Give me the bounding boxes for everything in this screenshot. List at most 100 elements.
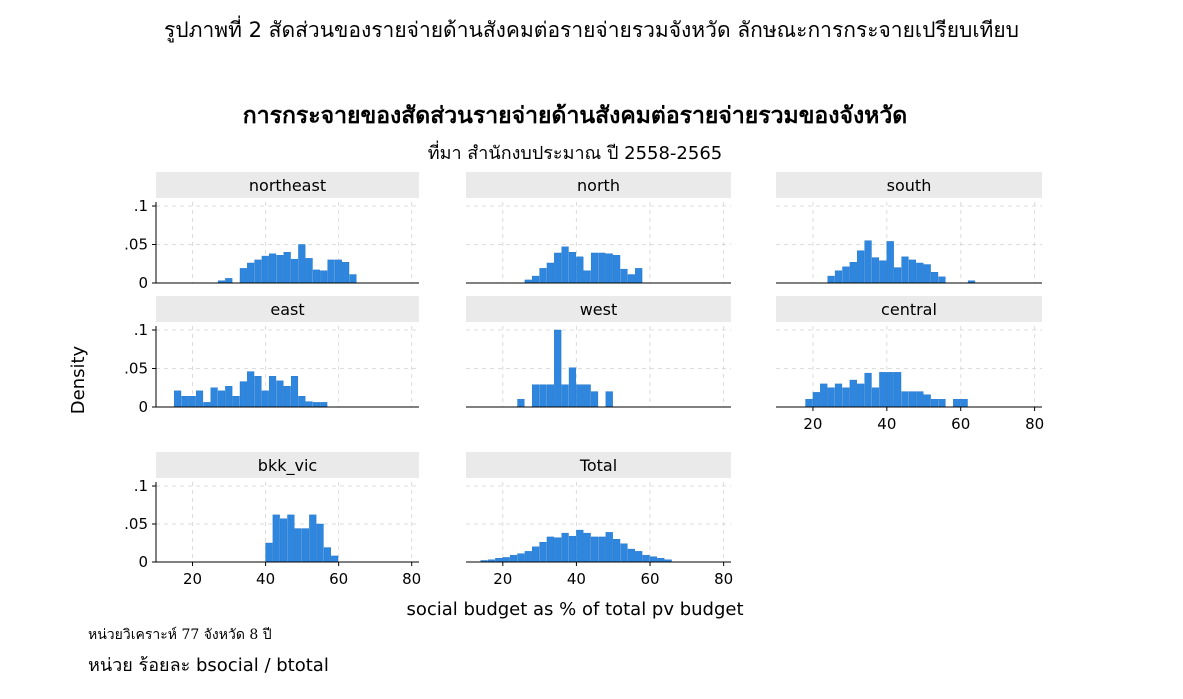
histogram-bar <box>539 384 547 408</box>
panel-label: bkk_vic <box>258 456 317 476</box>
histogram-bar <box>287 514 295 563</box>
y-tick-label: .05 <box>124 360 148 378</box>
histogram-bar <box>561 246 569 284</box>
histogram-bar <box>901 256 909 284</box>
histogram-bar <box>871 257 880 284</box>
histogram-bar <box>305 258 313 284</box>
histogram-bar <box>864 372 872 408</box>
histogram-bar <box>598 252 606 284</box>
y-tick-label: .1 <box>134 477 148 495</box>
histogram-bar <box>188 396 196 408</box>
x-tick-label: 80 <box>714 570 733 588</box>
histogram-bar <box>309 514 317 563</box>
histogram-bar <box>894 372 902 408</box>
histogram-bar <box>930 399 939 408</box>
histogram-bar <box>509 554 518 563</box>
histogram-bar <box>930 272 939 284</box>
histogram-bar <box>554 329 562 408</box>
panel-strip <box>466 452 731 478</box>
histogram-bar <box>886 372 894 408</box>
histogram-bar <box>342 262 350 284</box>
histogram-bar <box>901 391 909 408</box>
histogram-bar <box>261 390 269 408</box>
histogram-bar <box>627 548 635 563</box>
histogram-bar <box>546 536 554 563</box>
histogram-bar <box>495 558 503 563</box>
histogram-bar <box>857 250 865 284</box>
histogram-bar <box>279 518 288 563</box>
panel-strip <box>156 452 419 478</box>
histogram-bar <box>879 260 887 284</box>
histogram-bar <box>561 384 569 408</box>
histogram-bar <box>225 278 233 284</box>
histogram-bar <box>305 401 313 408</box>
histogram-bar <box>916 391 924 408</box>
histogram-bar <box>349 274 357 284</box>
x-tick-label: 20 <box>803 415 822 433</box>
histogram-bar <box>283 251 291 284</box>
histogram-bar <box>908 391 916 408</box>
histogram-bar <box>657 558 665 563</box>
histogram-bar <box>590 252 599 284</box>
histogram-bar <box>864 240 872 284</box>
histogram-bar <box>605 253 613 284</box>
histogram-bar <box>298 244 306 284</box>
histogram-bar <box>649 556 657 563</box>
histogram-bar <box>871 387 880 408</box>
y-tick-label: .05 <box>124 236 148 254</box>
histogram-bar <box>568 367 577 408</box>
histogram-bar <box>561 532 569 563</box>
histogram-bar <box>627 274 635 284</box>
histogram-bar <box>908 259 916 284</box>
histogram-bar <box>316 523 324 563</box>
histogram-bar <box>923 394 931 408</box>
histogram-bar <box>210 387 218 408</box>
histogram-bar <box>502 557 510 563</box>
x-axis-label: social budget as % of total pv budget <box>406 599 743 620</box>
panel-strip <box>776 172 1042 198</box>
histogram-bar <box>834 383 843 408</box>
histogram-bar <box>849 379 857 408</box>
histogram-bar <box>613 255 621 284</box>
figure-caption: รูปภาพที่ 2 สัดส่วนของรายจ่ายด้านสังคมต่… <box>164 18 1019 42</box>
histogram-bar <box>283 386 291 408</box>
histogram-bar <box>568 251 577 284</box>
histogram-bar <box>886 241 894 284</box>
histogram-bar <box>635 551 643 563</box>
histogram-bar <box>524 551 532 563</box>
histogram-bar <box>583 532 591 563</box>
histogram-bar <box>546 262 554 284</box>
y-tick-label: .1 <box>134 321 148 339</box>
note-unit: หน่วย ร้อยละ bsocial / btotal <box>88 655 329 676</box>
chart-subtitle: ที่มา สำนักงบประมาณ ปี 2558-2565 <box>427 143 723 164</box>
histogram-bar <box>894 267 902 284</box>
histogram-bar <box>827 275 835 284</box>
histogram-bar <box>532 384 540 408</box>
x-tick-label: 60 <box>640 570 659 588</box>
histogram-bar <box>605 391 613 408</box>
histogram-bar <box>605 532 613 563</box>
histogram-bar <box>254 376 262 408</box>
histogram-bar <box>834 270 843 284</box>
y-axis-label: Density <box>68 345 89 414</box>
histogram-bar <box>539 542 547 563</box>
panel-label: west <box>580 300 618 319</box>
y-tick-label: .05 <box>124 515 148 533</box>
panel-label: Total <box>579 456 617 475</box>
histogram-bar <box>331 555 339 563</box>
histogram-bar <box>276 380 284 408</box>
panel-label: central <box>881 300 937 319</box>
histogram-bar <box>174 390 182 408</box>
panel-strip <box>776 296 1042 322</box>
x-tick-label: 80 <box>402 570 421 588</box>
histogram-bar <box>923 264 931 284</box>
panel-central: central 20 40 60 80 <box>776 296 1044 433</box>
histogram-bar <box>312 269 320 284</box>
y-tick-label: 0 <box>138 274 148 292</box>
histogram-bar <box>334 259 342 284</box>
histogram-bar <box>298 396 306 408</box>
histogram-bar <box>620 543 628 563</box>
histogram-bar <box>261 255 269 284</box>
x-tick-label: 60 <box>951 415 970 433</box>
panel-strip <box>156 172 419 198</box>
